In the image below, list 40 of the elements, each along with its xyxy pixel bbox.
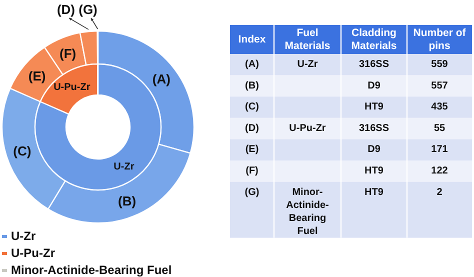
- text: D9: [368, 144, 380, 156]
- text: 122: [431, 166, 448, 176]
- slice-label: (E): [28, 68, 46, 84]
- slice-label: (C): [13, 143, 32, 158]
- legend-label: Minor-Actinide-Bearing Fuel: [11, 263, 172, 277]
- text: 55: [434, 122, 446, 134]
- slice-label: (A): [152, 72, 170, 87]
- text: 435: [431, 102, 448, 113]
- text: 316SS: [358, 122, 390, 134]
- text: (G): [244, 186, 260, 198]
- category-label: Index: [238, 34, 266, 46]
- category-label: Number of pins: [413, 27, 466, 52]
- slice-label: (G): [78, 2, 98, 17]
- text: U-Pu-Zr: [289, 122, 326, 134]
- text: HT9: [364, 166, 384, 176]
- text: (B): [245, 80, 259, 92]
- text: 316SS: [358, 59, 390, 70]
- text: U-Zr: [297, 59, 318, 70]
- text: (D): [245, 122, 259, 134]
- slice-label: (F): [60, 46, 76, 61]
- category-label: Cladding Materials: [351, 27, 397, 52]
- slice-label: U-Pu-Zr: [54, 82, 90, 93]
- text: 557: [431, 80, 448, 92]
- text: HT9: [364, 186, 384, 198]
- text: 2: [436, 186, 442, 198]
- text: 171: [431, 144, 448, 156]
- text: (C): [245, 102, 259, 113]
- text: (E): [245, 144, 259, 156]
- slice-label: (D): [56, 2, 76, 17]
- text: 559: [431, 59, 448, 70]
- text: D9: [368, 80, 380, 92]
- slice-label: (B): [118, 194, 136, 209]
- category-label: Fuel Materials: [284, 27, 330, 52]
- text: (F): [246, 166, 258, 176]
- text: (A): [245, 59, 259, 70]
- legend-label: U-Zr: [11, 229, 36, 243]
- text: Minor-Actinide-Bearing Fuel: [286, 186, 329, 237]
- legend-label: U-Pu-Zr: [11, 246, 56, 260]
- text: HT9: [364, 102, 384, 113]
- slice-label: U-Zr: [114, 161, 134, 172]
